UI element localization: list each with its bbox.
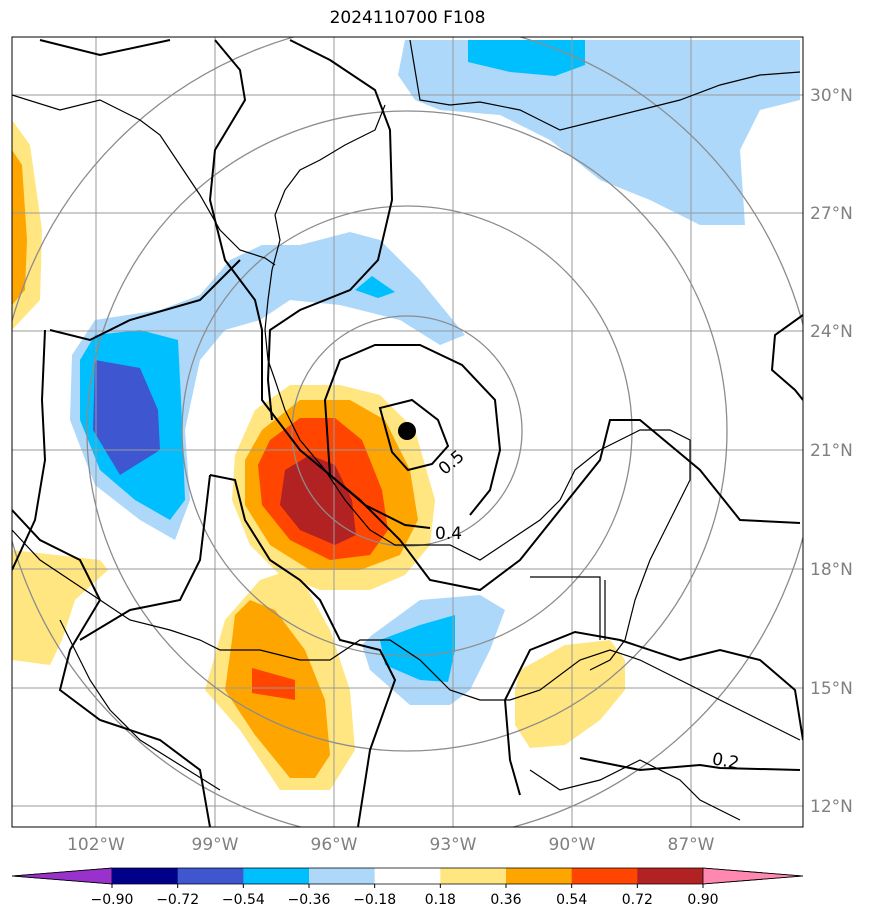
colorbar-tick-label: −0.72 bbox=[156, 892, 199, 908]
colorbar-tick-label: 0.54 bbox=[556, 892, 587, 908]
shade-orange bbox=[12, 150, 27, 305]
contour-south-2 bbox=[79, 474, 211, 641]
colorbar-tick-label: −0.54 bbox=[222, 892, 265, 908]
colorbar-swatch bbox=[637, 868, 704, 884]
contour-outer bbox=[208, 39, 801, 592]
lat-lon-grid bbox=[12, 37, 803, 827]
contour-outer-2 bbox=[266, 39, 394, 421]
contour-west bbox=[39, 39, 241, 342]
lat-label: 27°N bbox=[810, 204, 853, 224]
lon-label: 102°W bbox=[67, 835, 125, 855]
lon-label: 90°W bbox=[549, 835, 596, 855]
colorbar-swatch bbox=[112, 868, 179, 884]
colorbar-tick-label: 0.36 bbox=[490, 892, 521, 908]
shade-blue bbox=[380, 615, 455, 682]
contour-label: 0.2 bbox=[711, 749, 741, 773]
lat-label: 30°N bbox=[810, 86, 853, 106]
colorbar-tick-label: 0.18 bbox=[425, 892, 456, 908]
shade-red-orange bbox=[252, 668, 295, 700]
contour-0.2 bbox=[503, 630, 803, 796]
colorbar-swatch bbox=[506, 868, 573, 884]
contours bbox=[12, 39, 803, 827]
plot-frame bbox=[11, 36, 804, 828]
contour-south bbox=[209, 474, 397, 827]
contour-ne bbox=[770, 314, 803, 401]
lat-label: 24°N bbox=[810, 322, 853, 342]
storm-center-marker bbox=[398, 422, 416, 440]
shade-yellow bbox=[515, 640, 625, 748]
lat-label: 12°N bbox=[810, 797, 853, 817]
lat-label: 21°N bbox=[810, 441, 853, 461]
lon-label: 96°W bbox=[311, 835, 358, 855]
lat-label: 15°N bbox=[810, 679, 853, 699]
colorbar-swatch bbox=[11, 867, 113, 885]
colorbar-outline bbox=[11, 867, 804, 885]
range-rings bbox=[12, 37, 803, 827]
lon-label: 87°W bbox=[668, 835, 715, 855]
contour-0.5 bbox=[378, 398, 450, 472]
contour-label: 0.5 bbox=[435, 447, 469, 480]
coastlines bbox=[12, 39, 801, 821]
shade-blue bbox=[355, 276, 395, 298]
colorbar-tick-label: 0.72 bbox=[622, 892, 653, 908]
map-title: 2024110700 F108 bbox=[329, 8, 486, 28]
colorbar-swatch bbox=[243, 868, 310, 884]
contour-west-2 bbox=[12, 329, 47, 571]
colorbar-swatch bbox=[702, 867, 804, 885]
map-plot: 0.5 0.4 0.2 30°N 27°N 24°N 21°N 18°N 15°… bbox=[11, 36, 853, 855]
shade-light-blue bbox=[398, 40, 800, 225]
shaded-fields bbox=[12, 40, 800, 790]
colorbar-swatch bbox=[571, 868, 638, 884]
contour-sw bbox=[12, 509, 211, 827]
colorbar-swatch bbox=[374, 868, 441, 884]
colorbar-tick-label: −0.36 bbox=[288, 892, 331, 908]
colorbar-tick-label: −0.90 bbox=[91, 892, 134, 908]
colorbar-tick-label: −0.18 bbox=[353, 892, 396, 908]
lon-label: 99°W bbox=[192, 835, 239, 855]
colorbar-tick-label: 0.90 bbox=[687, 892, 718, 908]
lat-label: 18°N bbox=[810, 560, 853, 580]
colorbar-swatch bbox=[440, 868, 507, 884]
shade-royal-blue bbox=[93, 360, 160, 475]
contour-label: 0.4 bbox=[435, 524, 462, 544]
shade-yellow bbox=[12, 550, 108, 665]
colorbar-swatch bbox=[309, 868, 376, 884]
colorbar-swatch bbox=[177, 868, 244, 884]
lon-label: 93°W bbox=[430, 835, 477, 855]
